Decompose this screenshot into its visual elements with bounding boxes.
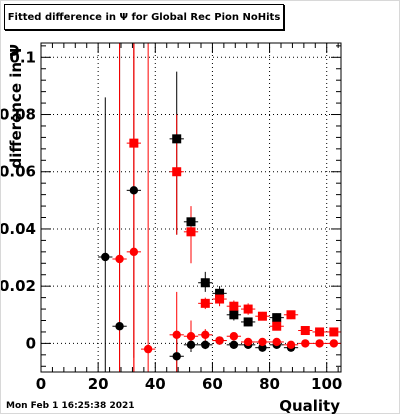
data-point-circle xyxy=(172,352,181,361)
y-tick-label: 0 xyxy=(26,334,36,352)
x-tick-label: 20 xyxy=(88,375,109,393)
y-tick-label: 0.08 xyxy=(1,106,36,124)
data-point-square xyxy=(215,294,225,304)
data-point-square xyxy=(129,138,139,148)
data-point-circle xyxy=(272,337,281,347)
data-point-circle xyxy=(229,340,239,350)
x-tick-label: 80 xyxy=(259,375,280,393)
data-point-square xyxy=(329,327,339,337)
x-tick-label: 100 xyxy=(311,375,342,393)
data-point-circle xyxy=(301,339,310,348)
plot-frame xyxy=(40,42,342,373)
data-point-circle xyxy=(129,186,139,195)
data-point-circle xyxy=(186,340,196,350)
x-tick-label: 40 xyxy=(145,375,166,393)
chart-title: Fitted difference in Ψ for Global Rec Pi… xyxy=(7,11,281,23)
data-point-square xyxy=(172,167,182,177)
data-point-square xyxy=(186,217,196,227)
data-point-square xyxy=(215,288,225,298)
x-tick-label: 60 xyxy=(202,375,223,393)
data-point-circle xyxy=(101,252,110,262)
data-point-circle xyxy=(186,332,196,341)
data-point-circle xyxy=(201,340,210,350)
data-point-circle xyxy=(115,254,124,264)
y-axis-label: difference in Ψ xyxy=(7,44,25,169)
y-tick-label: 0.06 xyxy=(1,163,36,181)
data-point-square xyxy=(172,134,182,144)
y-tick-label: 0.1 xyxy=(9,48,36,66)
title-box: Fitted difference in Ψ for Global Rec Pi… xyxy=(4,4,284,30)
data-point-circle xyxy=(229,332,239,341)
data-point-square xyxy=(286,310,296,320)
y-tick-label: 0.02 xyxy=(1,277,36,295)
data-point-circle xyxy=(201,330,210,340)
data-point-circle xyxy=(243,337,253,347)
data-point-square xyxy=(243,304,253,314)
data-point-square xyxy=(257,311,267,321)
data-point-square xyxy=(186,227,196,237)
data-point-square xyxy=(200,278,210,288)
data-point-circle xyxy=(115,322,124,331)
x-axis-label: Quality xyxy=(279,397,340,415)
data-point-square xyxy=(229,301,239,311)
data-point-square xyxy=(200,298,210,308)
data-point-square xyxy=(272,321,282,331)
data-point-square xyxy=(272,313,282,323)
data-point-circle xyxy=(258,337,267,347)
y-tick-label: 0.04 xyxy=(1,220,36,238)
data-point-circle xyxy=(329,339,339,348)
x-tick-label: 0 xyxy=(36,375,46,393)
data-point-circle xyxy=(286,340,296,350)
data-point-square xyxy=(315,327,325,337)
data-point-circle xyxy=(129,247,139,257)
data-point-circle xyxy=(315,339,324,348)
data-point-square xyxy=(243,317,253,327)
datestamp: Mon Feb 1 16:25:38 2021 xyxy=(6,401,135,411)
data-point-square xyxy=(229,310,239,320)
data-point-circle xyxy=(215,336,224,345)
data-point-circle xyxy=(172,330,181,340)
data-point-circle xyxy=(143,344,153,354)
data-point-square xyxy=(300,326,310,336)
